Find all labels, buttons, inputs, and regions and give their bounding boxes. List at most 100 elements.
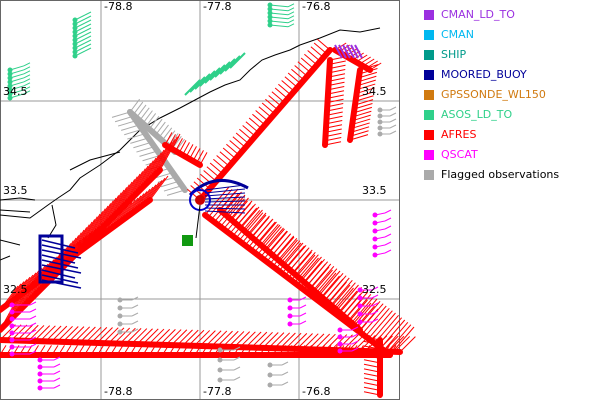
barb-flag (84, 15, 92, 20)
station (7, 83, 13, 89)
barb-flag (131, 320, 139, 325)
barb-flag (84, 31, 92, 36)
station (7, 87, 13, 93)
flight-leg (0, 337, 403, 355)
barb-flag (29, 329, 37, 334)
barb-flag (371, 318, 379, 323)
barb (359, 64, 379, 71)
station (357, 287, 363, 293)
station (372, 252, 378, 258)
barb (251, 215, 270, 238)
station (7, 75, 13, 81)
station (7, 79, 13, 85)
barb-flag (23, 90, 31, 95)
barb (321, 275, 340, 298)
barb (342, 293, 361, 316)
station (287, 297, 293, 303)
barb (204, 184, 246, 191)
barb (204, 210, 246, 214)
barb (296, 254, 316, 277)
lat-label: 34.5 (362, 85, 387, 98)
legend-label: SHIP (441, 48, 466, 61)
barb-flag (29, 343, 37, 348)
barb (386, 324, 412, 353)
barb (354, 44, 363, 59)
barb (338, 44, 347, 59)
barb-flag (131, 296, 139, 301)
station (357, 319, 363, 325)
barb (349, 296, 375, 325)
station (72, 33, 78, 39)
barb-flag (84, 27, 92, 32)
barb (194, 73, 211, 90)
barb-flag (23, 62, 31, 67)
station (337, 348, 343, 354)
barb (219, 58, 236, 75)
barb-flag (29, 308, 37, 313)
barb (293, 251, 312, 274)
barb (238, 212, 264, 241)
barb-flag (23, 74, 31, 79)
station (37, 371, 43, 377)
station (372, 212, 378, 218)
barb-flag (299, 296, 307, 301)
legend-swatch (424, 70, 434, 80)
barb (289, 248, 309, 271)
station (7, 95, 13, 101)
barb (371, 312, 396, 342)
barb-flag (299, 304, 307, 309)
coastline (0, 151, 121, 261)
barb (314, 269, 333, 292)
lat-label: 32.5 (3, 283, 28, 296)
barb (204, 200, 246, 203)
barb (272, 233, 291, 256)
station (267, 362, 273, 368)
barb (204, 207, 246, 210)
barb-flag (299, 312, 307, 317)
station (377, 131, 383, 137)
barb-flag (23, 66, 31, 71)
barb-flag (389, 130, 397, 135)
barb (275, 236, 295, 259)
barb (241, 214, 267, 244)
station (9, 302, 15, 308)
barb-flag (389, 106, 397, 111)
barb-flag (371, 294, 379, 299)
coastline (0, 27, 381, 239)
barb-flag (351, 333, 359, 338)
barb (303, 260, 323, 283)
barb-flag (233, 346, 241, 351)
barb-flag (53, 377, 61, 382)
lon-label: -77.8 (203, 385, 231, 398)
barb-flag (371, 310, 379, 315)
barb (335, 287, 354, 310)
flight-leg (322, 57, 333, 148)
barb-flag (287, 23, 295, 28)
barb (244, 209, 263, 232)
barb (355, 301, 381, 330)
station (9, 344, 15, 350)
barb-flag (287, 19, 295, 24)
barb-flag (384, 209, 392, 214)
legend-swatch (424, 10, 434, 20)
flight-leg (0, 197, 153, 313)
station (372, 228, 378, 234)
lat-label: 33.5 (3, 184, 28, 197)
lon-label: -78.8 (104, 385, 132, 398)
barb-flag (23, 86, 31, 91)
station (377, 107, 383, 113)
barb (214, 61, 231, 78)
lat-label: 34.5 (3, 85, 28, 98)
barb (223, 200, 248, 230)
barb (324, 278, 344, 301)
station (287, 305, 293, 311)
barb-flag (23, 70, 31, 75)
station (287, 313, 293, 319)
station (267, 372, 273, 378)
legend-label: MOORED_BUOY (441, 68, 527, 81)
barb (352, 298, 378, 328)
barb-flag (131, 328, 139, 333)
barb (184, 79, 201, 96)
lon-label: -76.8 (302, 0, 330, 13)
